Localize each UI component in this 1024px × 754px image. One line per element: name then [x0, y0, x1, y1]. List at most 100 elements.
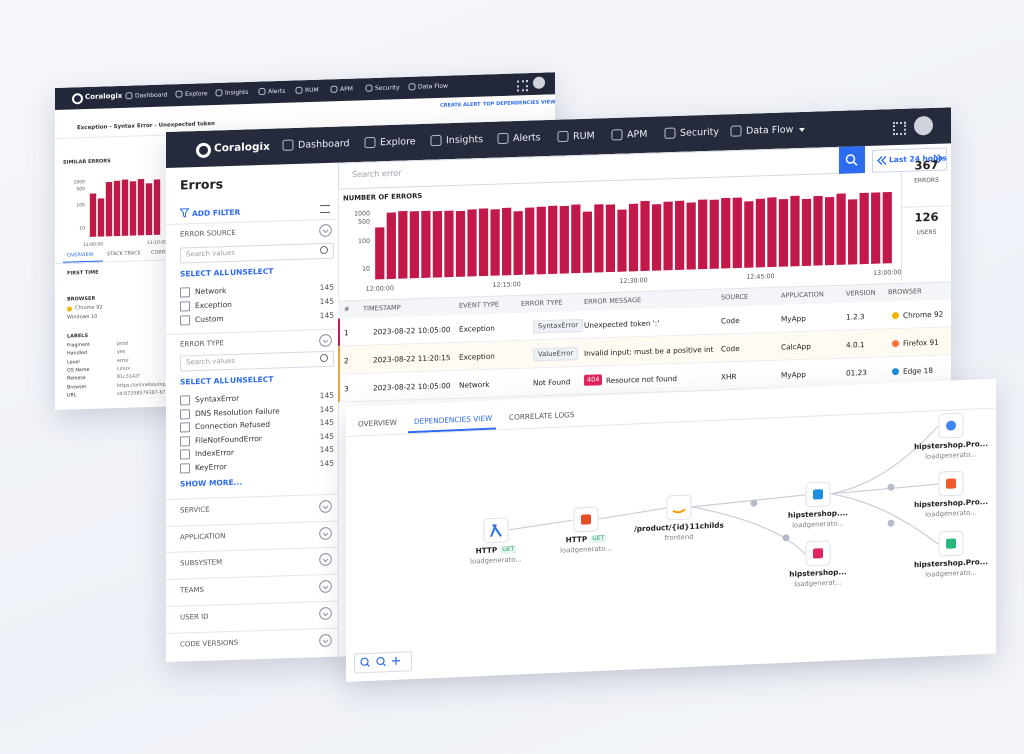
filter-item: IndexError	[195, 447, 234, 459]
browser-value: Chrome 92	[75, 304, 103, 312]
filter-item: Network	[195, 286, 227, 297]
action-link[interactable]: CREATE ALERT	[440, 101, 481, 109]
column-header[interactable]: #	[344, 305, 350, 314]
expand-button[interactable]	[319, 526, 332, 540]
bar	[848, 199, 858, 265]
checkbox[interactable]	[180, 422, 190, 433]
bar	[105, 181, 113, 237]
expand-button[interactable]	[319, 334, 332, 347]
expand-button[interactable]	[319, 580, 332, 593]
bar	[97, 198, 105, 237]
nav-item[interactable]: Dashboard	[135, 90, 168, 99]
nav-item[interactable]: RUM	[573, 130, 595, 143]
show-more[interactable]: SHOW MORE...	[180, 477, 243, 489]
nav-item[interactable]: Explore	[380, 136, 416, 149]
icon-shape	[215, 89, 223, 97]
cell-text: 2	[344, 356, 349, 366]
cell-text: Unexpected token ':'	[584, 318, 660, 330]
checkbox[interactable]	[180, 408, 190, 420]
icon-shape	[664, 127, 676, 139]
column-header[interactable]: BROWSER	[888, 287, 922, 297]
checkbox[interactable]	[180, 462, 190, 474]
unselect[interactable]: UNSELECT	[230, 374, 274, 385]
bar	[432, 210, 443, 278]
nav-item[interactable]: Insights	[225, 88, 249, 97]
time-arrows	[877, 154, 943, 166]
nav-item[interactable]: Dashboard	[298, 138, 350, 151]
filter-section[interactable]: SERVICE	[180, 505, 210, 515]
filter-count: 145	[319, 310, 334, 321]
column-header[interactable]: SOURCE	[721, 292, 749, 302]
zoom-lens	[360, 657, 369, 666]
fit-glyph	[392, 656, 400, 665]
nav-item[interactable]: Explore	[185, 89, 208, 98]
nav-item[interactable]: Data Flow	[746, 124, 794, 137]
filter-section[interactable]: TEAMS	[180, 585, 204, 595]
stat-value: 367	[914, 157, 939, 173]
add-filter[interactable]: ADD FILTER	[192, 207, 241, 219]
divider	[166, 627, 338, 634]
unselect[interactable]: UNSELECT	[230, 266, 274, 277]
column-header[interactable]: VERSION	[846, 288, 876, 298]
nav-item[interactable]: Security	[375, 83, 400, 92]
filter-count: 145	[319, 444, 334, 455]
cell-text: 3	[344, 384, 349, 394]
bar	[686, 202, 696, 270]
chart-title: NUMBER OF ERRORS	[343, 191, 423, 203]
edge-junction	[887, 519, 895, 527]
column-header[interactable]: APPLICATION	[781, 290, 824, 300]
expand-button[interactable]	[319, 606, 332, 620]
filter-count: 145	[319, 431, 334, 441]
bar	[536, 206, 546, 275]
expand-button[interactable]	[319, 224, 332, 237]
checkbox[interactable]	[180, 301, 190, 312]
select-all[interactable]: SELECT ALL	[180, 268, 230, 279]
bar	[137, 178, 145, 236]
label-value: yes	[117, 350, 126, 356]
column-header[interactable]: ERROR TYPE	[521, 298, 563, 308]
nav-item[interactable]: APM	[340, 85, 353, 93]
checkbox[interactable]	[180, 315, 190, 326]
bar	[859, 192, 869, 265]
label-value: prod	[117, 341, 128, 348]
action-link[interactable]: TOP DEPENDENCIES VIEW	[483, 99, 555, 108]
nav-item[interactable]: Data Flow	[418, 82, 448, 91]
tab[interactable]: OVERVIEW	[67, 251, 94, 259]
nav-item[interactable]: Alerts	[513, 132, 541, 145]
column-header[interactable]: EVENT TYPE	[459, 300, 500, 310]
column-header[interactable]: TIMESTAMP	[363, 303, 401, 313]
select-all[interactable]: SELECT ALL	[180, 376, 230, 387]
nav-icon	[408, 83, 416, 91]
filter-section[interactable]: SUBSYSTEM	[180, 558, 223, 568]
divider	[166, 520, 338, 527]
divider	[166, 328, 338, 335]
filter-section[interactable]: CODE VERSIONS	[180, 638, 239, 649]
checkbox[interactable]	[180, 435, 190, 447]
column-header[interactable]: ERROR MESSAGE	[584, 296, 642, 306]
nav-item[interactable]: RUM	[305, 86, 319, 94]
checkbox[interactable]	[180, 449, 190, 460]
apps-icon[interactable]	[893, 121, 906, 136]
label-value: error	[117, 358, 129, 364]
bar	[490, 209, 500, 276]
nav-item[interactable]: Insights	[446, 134, 484, 147]
button-ring	[319, 334, 332, 347]
filter-section[interactable]: USER ID	[180, 612, 209, 622]
expand-button[interactable]	[319, 500, 332, 513]
chevron	[322, 639, 329, 643]
divider	[166, 493, 338, 500]
checkbox[interactable]	[180, 287, 190, 298]
nav-item[interactable]: APM	[627, 128, 648, 141]
tab[interactable]: STACK TRACE	[107, 250, 141, 258]
label-value: Linux	[117, 366, 130, 372]
list-icon[interactable]	[320, 204, 330, 214]
field-title: FIRST TIME	[67, 269, 99, 277]
cell-text: Network	[459, 379, 490, 390]
filter-section[interactable]: APPLICATION	[180, 531, 226, 542]
expand-button[interactable]	[319, 553, 332, 567]
apps-icon	[517, 80, 528, 92]
nav-item[interactable]: Security	[680, 126, 720, 139]
checkbox[interactable]	[180, 395, 190, 406]
nav-item[interactable]: Alerts	[268, 87, 286, 95]
expand-button[interactable]	[319, 633, 332, 647]
